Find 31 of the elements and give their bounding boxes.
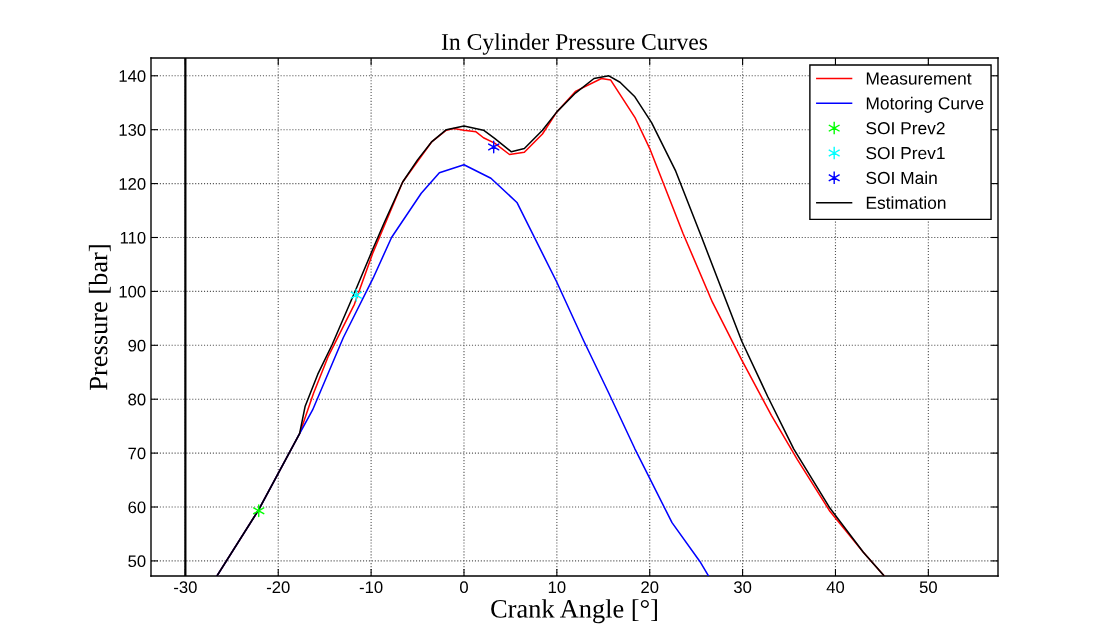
x-axis-title: Crank Angle [°]	[491, 599, 657, 624]
x-tick-label: 20	[641, 581, 659, 594]
legend-label: Estimation	[866, 196, 946, 209]
point	[350, 288, 362, 302]
y-tick-label: 60	[128, 501, 146, 514]
x-tick-label: 50	[919, 581, 937, 594]
x-tick-label: 30	[733, 581, 752, 594]
chart-title: In Cylinder Pressure Curves	[441, 33, 708, 55]
x-tick-label: 40	[826, 581, 845, 594]
legend-label: SOI Prev2	[866, 122, 945, 135]
y-tick-label: 70	[128, 447, 146, 460]
y-tick-label: 130	[119, 124, 146, 136]
y-tick-label: 110	[120, 231, 146, 244]
y-tick-label: 90	[128, 339, 146, 352]
y-tick-label: 120	[119, 177, 146, 190]
x-tick-label: 0	[460, 581, 468, 594]
y-tick-label: 100	[119, 285, 146, 298]
y-tick-label: 50	[128, 555, 146, 568]
y-tick-label: 140	[119, 70, 146, 82]
legend-label: SOI Prev1	[866, 146, 945, 160]
y-tick-label: 80	[128, 393, 146, 406]
legend-label: SOI Main	[866, 171, 937, 185]
x-tick-label: -10	[359, 581, 383, 594]
y-axis-title: Pressure [bar]	[88, 245, 111, 390]
x-tick-label: -20	[266, 581, 290, 594]
legend-label: Motoring Curve	[866, 96, 984, 113]
point	[253, 504, 265, 518]
point	[487, 140, 500, 154]
x-tick-label: 10	[548, 581, 566, 594]
legend-label: Measurement	[866, 72, 972, 85]
x-tick-label: -30	[174, 581, 197, 594]
